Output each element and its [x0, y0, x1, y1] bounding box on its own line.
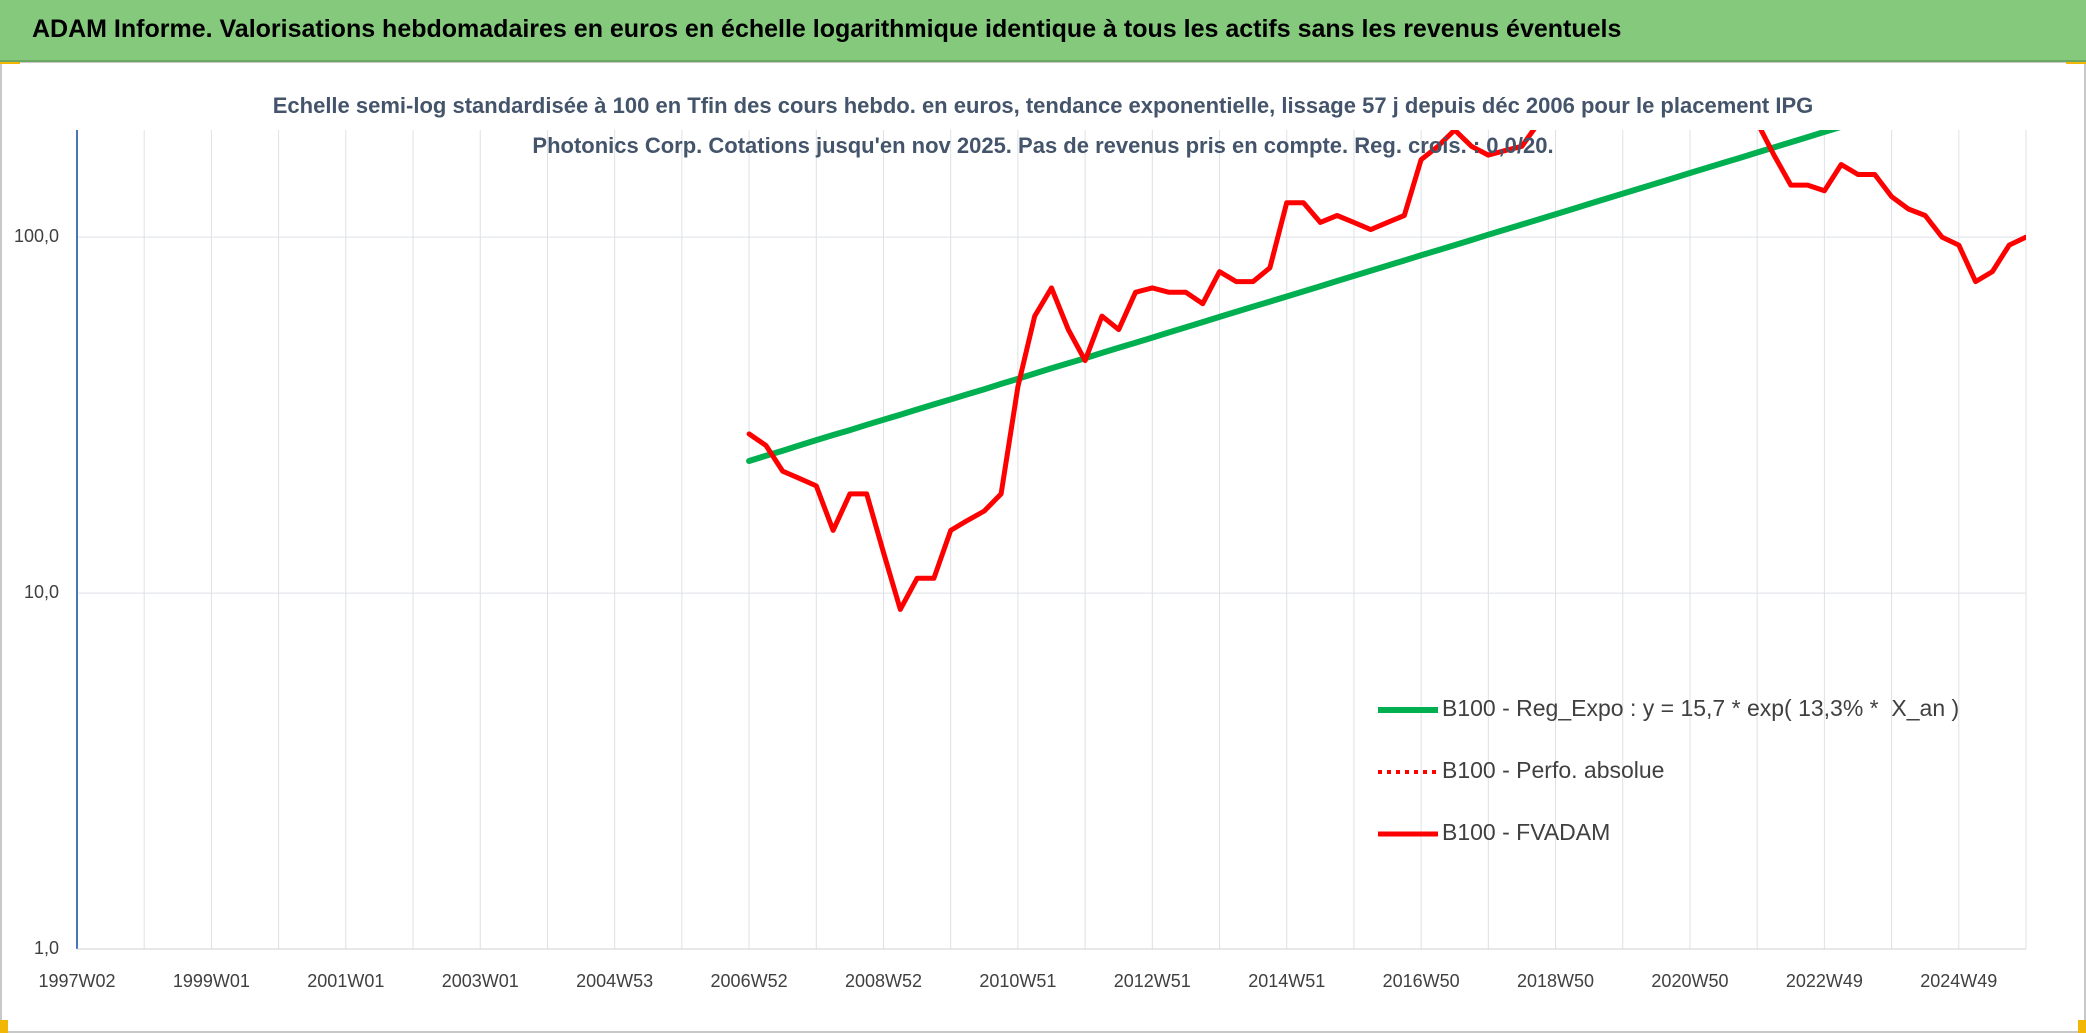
x-tick-label: 2008W52 — [845, 971, 922, 991]
x-tick-label: 1999W01 — [173, 971, 250, 991]
x-tick-label: 2006W52 — [711, 971, 788, 991]
x-tick-label: 2022W49 — [1786, 971, 1863, 991]
x-tick-label: 2024W49 — [1920, 971, 1997, 991]
legend-label: B100 - Reg_Expo : y = 15,7 * exp( 13,3% … — [1442, 695, 1959, 721]
x-tick-label: 2001W01 — [307, 971, 384, 991]
series-line — [746, 130, 2026, 612]
y-tick-label: 100,0 — [14, 226, 59, 246]
legend-label: B100 - Perfo. absolue — [1442, 757, 1664, 783]
x-tick-label: 1997W02 — [38, 971, 115, 991]
legend-label: B100 - FVADAM — [1442, 819, 1610, 845]
chart-frame — [0, 61, 2086, 1033]
x-tick-label: 2014W51 — [1248, 971, 1325, 991]
x-tick-label: 2003W01 — [442, 971, 519, 991]
x-tick-label: 2004W53 — [576, 971, 653, 991]
x-tick-label: 2018W50 — [1517, 971, 1594, 991]
corner-mark — [0, 1020, 8, 1033]
banner: ADAM Informe. Valorisations hebdomadaire… — [0, 0, 2086, 62]
corner-mark — [2078, 1020, 2086, 1033]
x-tick-label: 2020W50 — [1651, 971, 1728, 991]
y-tick-label: 1,0 — [34, 938, 59, 958]
chart-title: Echelle semi-log standardisée à 100 en T… — [272, 93, 1814, 158]
x-tick-label: 2012W51 — [1114, 971, 1191, 991]
x-tick-label: 2016W50 — [1383, 971, 1460, 991]
plot-area — [746, 130, 2026, 612]
series-line — [746, 130, 1841, 464]
y-tick-label: 10,0 — [24, 582, 59, 602]
x-tick-label: 2010W51 — [979, 971, 1056, 991]
